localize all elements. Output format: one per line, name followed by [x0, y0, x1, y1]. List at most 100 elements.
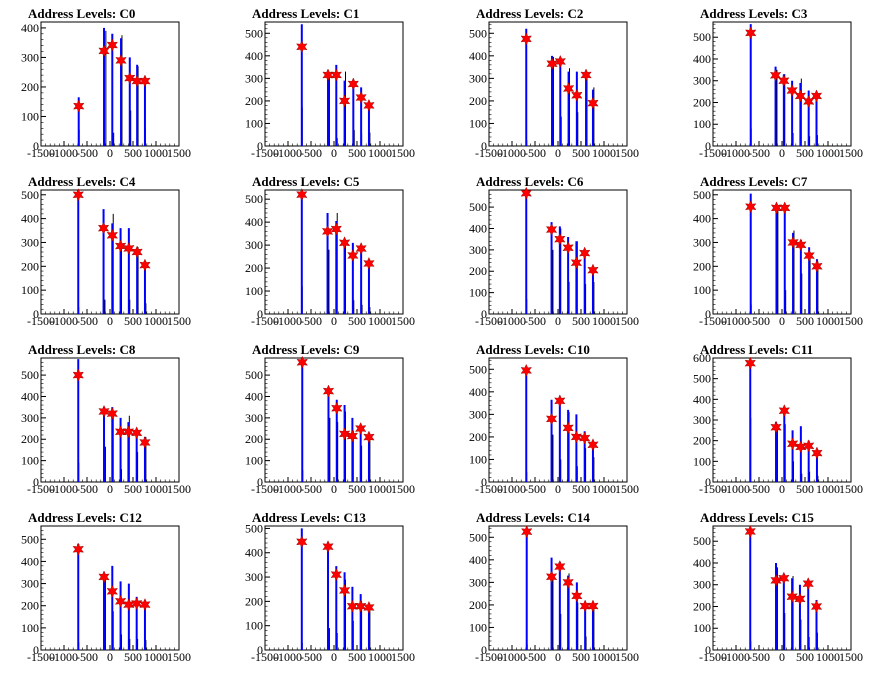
peak-star-marker — [811, 446, 823, 460]
peak-star-marker — [346, 599, 359, 613]
x-tick-label: 1000 — [368, 482, 392, 496]
peak-star-marker — [545, 412, 558, 426]
chart-panel: Address Levels: C15 0 100 200 300 400 500 -1500… — [693, 510, 863, 664]
y-tick-label: 300 — [245, 411, 263, 425]
y-tick-label: 0 — [257, 643, 263, 657]
peak-star-marker — [131, 245, 143, 259]
y-tick-label: 500 — [469, 26, 487, 40]
peak-star-marker — [115, 53, 127, 67]
peak-star-marker — [745, 200, 757, 214]
y-tick-label: 100 — [469, 116, 487, 130]
y-tick-label: 100 — [245, 454, 263, 468]
peak-star-marker — [786, 84, 798, 98]
x-tick-label: 0 — [779, 482, 785, 496]
x-tick-label: -500 — [524, 482, 546, 496]
peak-star-marker — [562, 421, 574, 435]
y-tick-label: 0 — [33, 307, 39, 321]
x-tick-label: 500 — [572, 482, 590, 496]
peak-star-marker — [802, 577, 814, 591]
x-tick-label: -500 — [300, 314, 322, 328]
x-tick-label: -1500 — [699, 482, 727, 496]
peak-star-marker — [769, 68, 782, 82]
x-tick-label: -500 — [524, 650, 546, 664]
peak-star-marker — [579, 599, 591, 613]
x-tick-label: 1500 — [615, 146, 639, 160]
x-tick-label: 1500 — [167, 314, 191, 328]
chart-panel: Address Levels: C13 0 100 200 300 400 500 -1500… — [245, 510, 415, 664]
chart-panel: Address Levels: C80100200300400500-1500-… — [21, 342, 191, 496]
y-tick-label: 100 — [693, 454, 711, 468]
plot-frame — [488, 189, 628, 315]
x-tick-label: 0 — [331, 146, 337, 160]
peak-star-marker — [571, 88, 583, 102]
chart-title: Address Levels: C6 — [476, 174, 584, 189]
x-tick-label: -1500 — [251, 650, 279, 664]
x-tick-label: 0 — [555, 482, 561, 496]
peak-star-marker — [803, 94, 815, 108]
peak-star-marker — [124, 71, 136, 85]
y-tick-label: 500 — [693, 372, 711, 386]
peak-star-marker — [811, 259, 823, 273]
x-tick-label: -1000 — [722, 482, 750, 496]
y-tick-label: 400 — [21, 554, 39, 568]
x-tick-label: -500 — [748, 650, 770, 664]
peak-star-marker — [778, 571, 790, 585]
y-tick-label: 300 — [469, 407, 487, 421]
peak-star-marker — [579, 431, 591, 445]
peak-star-marker — [73, 99, 85, 113]
x-tick-label: 1000 — [368, 650, 392, 664]
x-tick-label: 500 — [348, 146, 366, 160]
peak-star-marker — [322, 68, 334, 82]
y-tick-label: 0 — [705, 139, 711, 153]
y-tick-label: 400 — [469, 49, 487, 63]
x-tick-label: -1500 — [699, 146, 727, 160]
y-tick-label: 200 — [245, 261, 263, 275]
peak-star-marker — [744, 524, 756, 538]
x-tick-label: 500 — [572, 146, 590, 160]
y-tick-label: 100 — [21, 109, 39, 123]
y-tick-label: 100 — [693, 621, 711, 635]
peak-star-marker — [123, 241, 135, 255]
x-tick-label: -1500 — [699, 650, 727, 664]
peak-star-marker — [562, 82, 575, 96]
y-tick-label: 400 — [693, 556, 711, 570]
peak-star-marker — [355, 242, 367, 256]
chart-panel: Address Levels: C70100200300400500-1500-… — [693, 174, 863, 328]
y-tick-label: 200 — [469, 430, 487, 444]
plot-frame — [712, 21, 852, 147]
peak-star-marker — [98, 570, 110, 584]
peak-star-marker — [770, 420, 782, 434]
y-tick-label: 200 — [245, 432, 263, 446]
peak-star-marker — [338, 583, 351, 597]
peak-star-marker — [745, 26, 757, 40]
x-tick-label: 1500 — [167, 482, 191, 496]
x-tick-label: 500 — [124, 314, 142, 328]
chart-panel: Address Levels: C10100200300400500-1500-… — [245, 6, 415, 160]
chart-title: Address Levels: C4 — [28, 174, 136, 189]
peak-star-marker — [72, 188, 84, 202]
y-tick-label: 300 — [693, 413, 711, 427]
peak-star-marker — [580, 68, 592, 82]
y-tick-label: 200 — [693, 599, 711, 613]
x-tick-label: 1000 — [816, 314, 840, 328]
peak-star-marker — [114, 425, 127, 439]
x-tick-label: -1500 — [27, 146, 55, 160]
y-tick-label: 200 — [693, 95, 711, 109]
x-tick-label: 1000 — [144, 314, 168, 328]
peak-star-marker — [778, 404, 790, 418]
peak-star-marker — [570, 430, 583, 444]
x-tick-label: -1000 — [722, 650, 750, 664]
x-tick-label: 0 — [107, 314, 113, 328]
chart-title: Address Levels: C1 — [252, 6, 359, 21]
peak-star-marker — [322, 384, 335, 398]
x-tick-label: 1500 — [839, 146, 863, 160]
y-tick-label: 200 — [245, 594, 263, 608]
y-tick-label: 100 — [21, 454, 39, 468]
y-tick-label: 500 — [245, 521, 263, 535]
x-tick-label: -500 — [76, 314, 98, 328]
x-tick-label: 500 — [124, 650, 142, 664]
plot-frame — [712, 525, 852, 651]
chart-title: Address Levels: C7 — [700, 174, 808, 189]
y-tick-label: 0 — [705, 643, 711, 657]
y-tick-label: 200 — [21, 432, 39, 446]
